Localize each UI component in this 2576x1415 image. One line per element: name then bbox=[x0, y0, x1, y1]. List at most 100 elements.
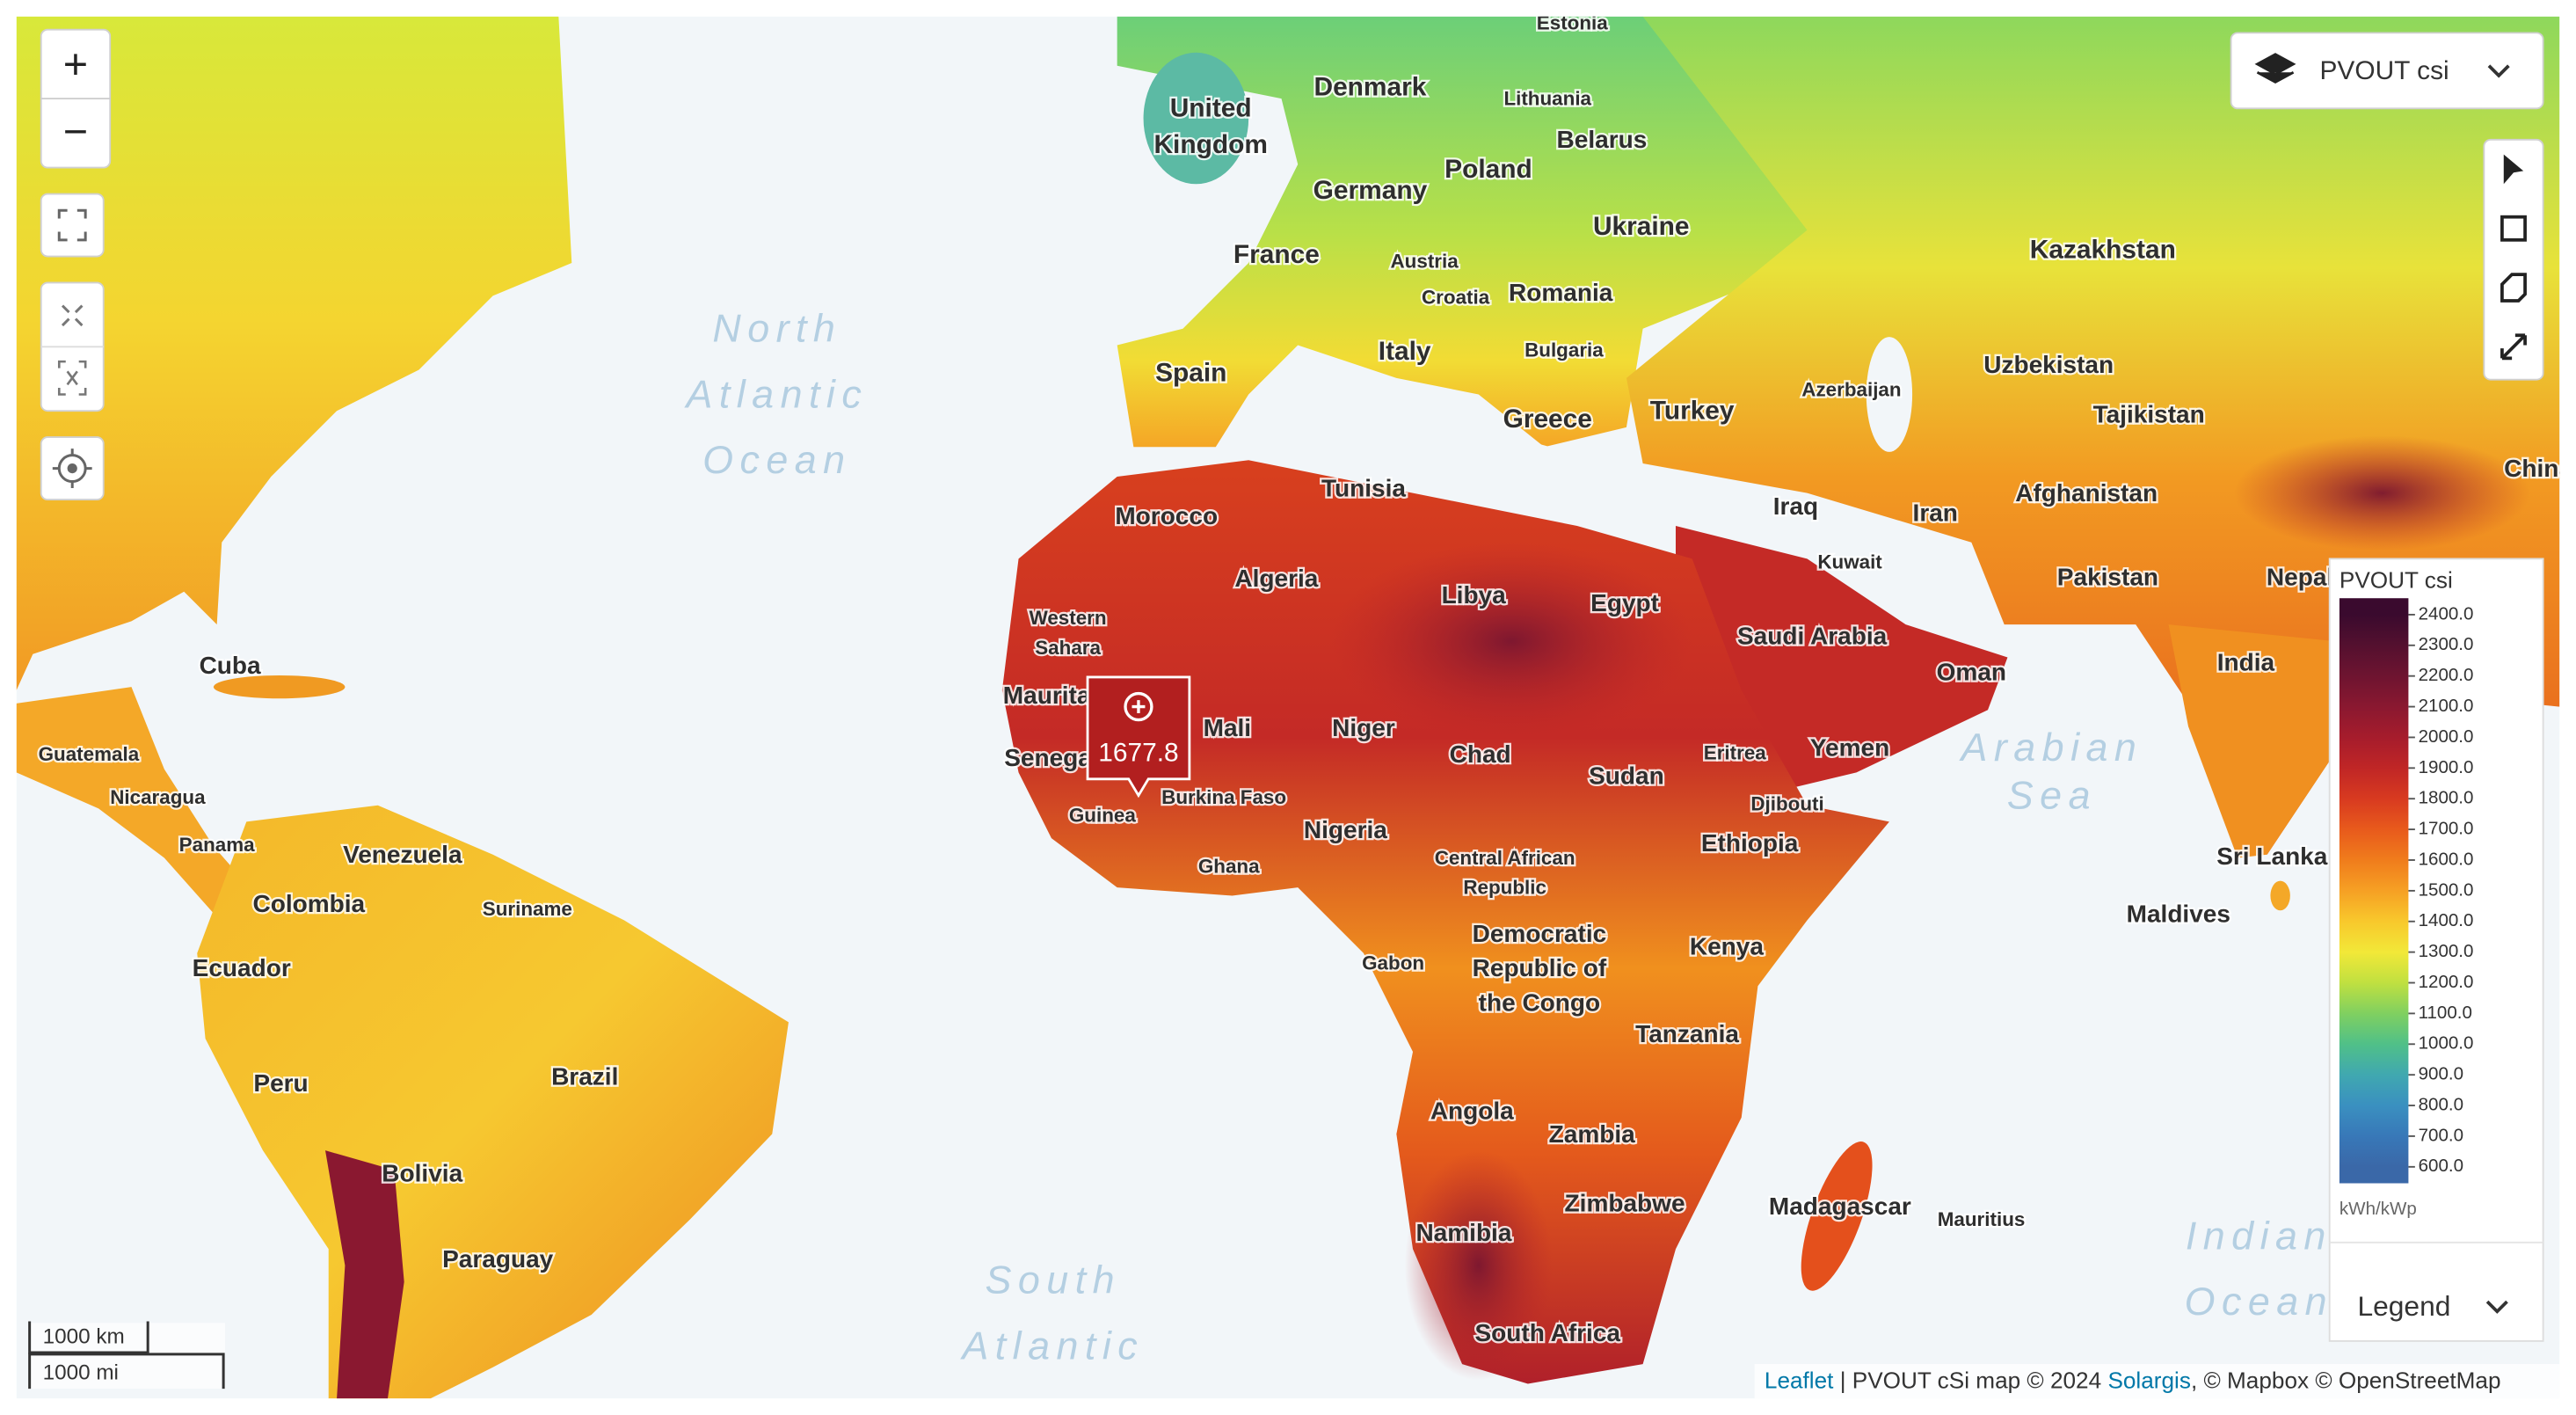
attribution-text: , © Mapbox © OpenStreetMap bbox=[2191, 1368, 2501, 1394]
country-label: Mali bbox=[1204, 714, 1251, 741]
country-label: Tanzania bbox=[1635, 1020, 1739, 1047]
ocean-label: Indian Ocean bbox=[2185, 1213, 2333, 1324]
attribution-bg bbox=[1754, 1364, 2560, 1399]
zoom-in-button[interactable]: + bbox=[63, 40, 88, 88]
legend-tick-label: 700.0 bbox=[2419, 1125, 2463, 1145]
country-label: Uzbekistan bbox=[1983, 351, 2114, 378]
madagascar bbox=[1801, 1141, 1873, 1291]
country-label: Ghana bbox=[1198, 855, 1260, 877]
country-label: Western Sahara bbox=[1030, 607, 1107, 659]
country-label: Guatemala bbox=[39, 743, 140, 765]
icon-dot bbox=[67, 463, 77, 474]
km-bar bbox=[28, 1321, 149, 1354]
selector-label: PVOUT csi bbox=[2319, 56, 2449, 85]
country-label: Nepal bbox=[2267, 563, 2333, 590]
legend-tick-label: 900.0 bbox=[2419, 1064, 2463, 1084]
country-label: Libya bbox=[1442, 581, 1507, 609]
label-line: Central African bbox=[1435, 847, 1575, 869]
ocean-label: South Atlantic bbox=[959, 1258, 1144, 1368]
country-label: Niger bbox=[1332, 714, 1395, 741]
europe bbox=[1117, 16, 1889, 448]
label-line: Western bbox=[1030, 607, 1107, 629]
country-label: Iraq bbox=[1773, 492, 1818, 520]
country-label: Algeria bbox=[1234, 565, 1318, 592]
africa bbox=[1001, 460, 1889, 1384]
legend-tick-label: 1600.0 bbox=[2419, 849, 2474, 869]
label-line: Sahara bbox=[1035, 637, 1101, 659]
country-label: Austria bbox=[1390, 251, 1459, 273]
label-line: Indian bbox=[2186, 1213, 2332, 1258]
rectangle-tool[interactable] bbox=[2500, 215, 2527, 242]
layer-selector[interactable]: PVOUT csi bbox=[2230, 32, 2544, 110]
fullscreen-button[interactable] bbox=[40, 193, 105, 258]
chevron bbox=[2485, 1300, 2508, 1314]
sri-lanka bbox=[2270, 880, 2290, 911]
country-label: Zambia bbox=[1549, 1120, 1635, 1148]
icon-ticks bbox=[52, 449, 92, 489]
label-line: the Congo bbox=[1479, 988, 1600, 1016]
legend-tick-label: 600.0 bbox=[2419, 1156, 2463, 1176]
legend-toggle[interactable]: Legend bbox=[2357, 1290, 2450, 1322]
marker-box bbox=[1086, 675, 1191, 799]
legend-tick-label: 2400.0 bbox=[2419, 603, 2474, 624]
country-label: Djibouti bbox=[1750, 792, 1823, 814]
country-label: Ecuador bbox=[193, 954, 291, 981]
country-label: Zimbabwe bbox=[1565, 1189, 1685, 1216]
extent-buttons bbox=[40, 281, 105, 412]
legend-tick-label: 2200.0 bbox=[2419, 665, 2474, 685]
legend-tick-label: 1800.0 bbox=[2419, 788, 2474, 808]
legend-tick-label: 1000.0 bbox=[2419, 1033, 2474, 1054]
ocean-label: North Atlantic Ocean bbox=[683, 306, 868, 483]
country-label: Burkina Faso bbox=[1161, 786, 1286, 808]
country-label: Pakistan bbox=[2057, 563, 2158, 590]
country-label: Ukraine bbox=[1593, 212, 1690, 241]
legend-tick-label: 1200.0 bbox=[2419, 972, 2474, 992]
mediterranean bbox=[1215, 402, 1676, 510]
country-label: Panama bbox=[179, 834, 255, 856]
layers-icon bbox=[2254, 53, 2296, 84]
locate-button[interactable] bbox=[40, 436, 105, 501]
country-label: Kuwait bbox=[1817, 551, 1882, 573]
caspian-sea bbox=[1866, 337, 1913, 452]
value-marker[interactable]: 1677.8 bbox=[1086, 675, 1191, 799]
select-tool[interactable] bbox=[2503, 154, 2524, 185]
label-line: United bbox=[1170, 94, 1252, 123]
zoom-out-button[interactable]: − bbox=[63, 108, 88, 156]
country-label: Germany bbox=[1313, 176, 1428, 205]
country-label: Lithuania bbox=[1503, 88, 1591, 110]
country-label: Romania bbox=[1509, 279, 1613, 306]
country-label: Gabon bbox=[1362, 952, 1424, 974]
shrink-icon[interactable] bbox=[61, 304, 84, 327]
label-line: Kingdom bbox=[1153, 130, 1267, 159]
central-america bbox=[16, 687, 251, 917]
country-label: India bbox=[2217, 648, 2275, 675]
label-line: Democratic bbox=[1473, 920, 1607, 947]
north-america bbox=[16, 16, 572, 690]
scale-bg bbox=[27, 1323, 226, 1389]
country-label: Nigeria bbox=[1304, 816, 1387, 843]
label-line: Atlantic bbox=[683, 371, 868, 416]
label-line: North bbox=[712, 306, 841, 351]
kalahari bbox=[1404, 1150, 1553, 1381]
tibet bbox=[2234, 435, 2530, 551]
country-label: South Africa bbox=[1474, 1319, 1620, 1346]
country-label: Senegal bbox=[1004, 744, 1098, 771]
expand-tool[interactable] bbox=[2500, 333, 2527, 361]
country-labels: Estonia Denmark United Kingdom Lithuania Bela… bbox=[36, 17, 2559, 1348]
country-label: Suriname bbox=[483, 898, 572, 920]
extent-icon[interactable] bbox=[57, 360, 87, 396]
solargis-link[interactable]: Solargis bbox=[2107, 1368, 2190, 1394]
country-label: Oman bbox=[1937, 659, 2006, 686]
label-line: Arabian bbox=[1958, 725, 2143, 769]
attribution: Leaflet | PVOUT cSi map © 2024 Solargis,… bbox=[1765, 1368, 2501, 1394]
leaflet-link[interactable]: Leaflet bbox=[1765, 1368, 1834, 1394]
country-label: Morocco bbox=[1115, 502, 1218, 529]
polygon-tool[interactable] bbox=[2500, 273, 2527, 303]
legend-tick-label: 1300.0 bbox=[2419, 941, 2474, 961]
color-bar bbox=[2339, 598, 2409, 1184]
country-label: Democratic Republic of the Congo bbox=[1473, 920, 1607, 1016]
country-label: Maldives bbox=[2127, 900, 2230, 927]
country-label: Chad bbox=[1450, 740, 1511, 768]
